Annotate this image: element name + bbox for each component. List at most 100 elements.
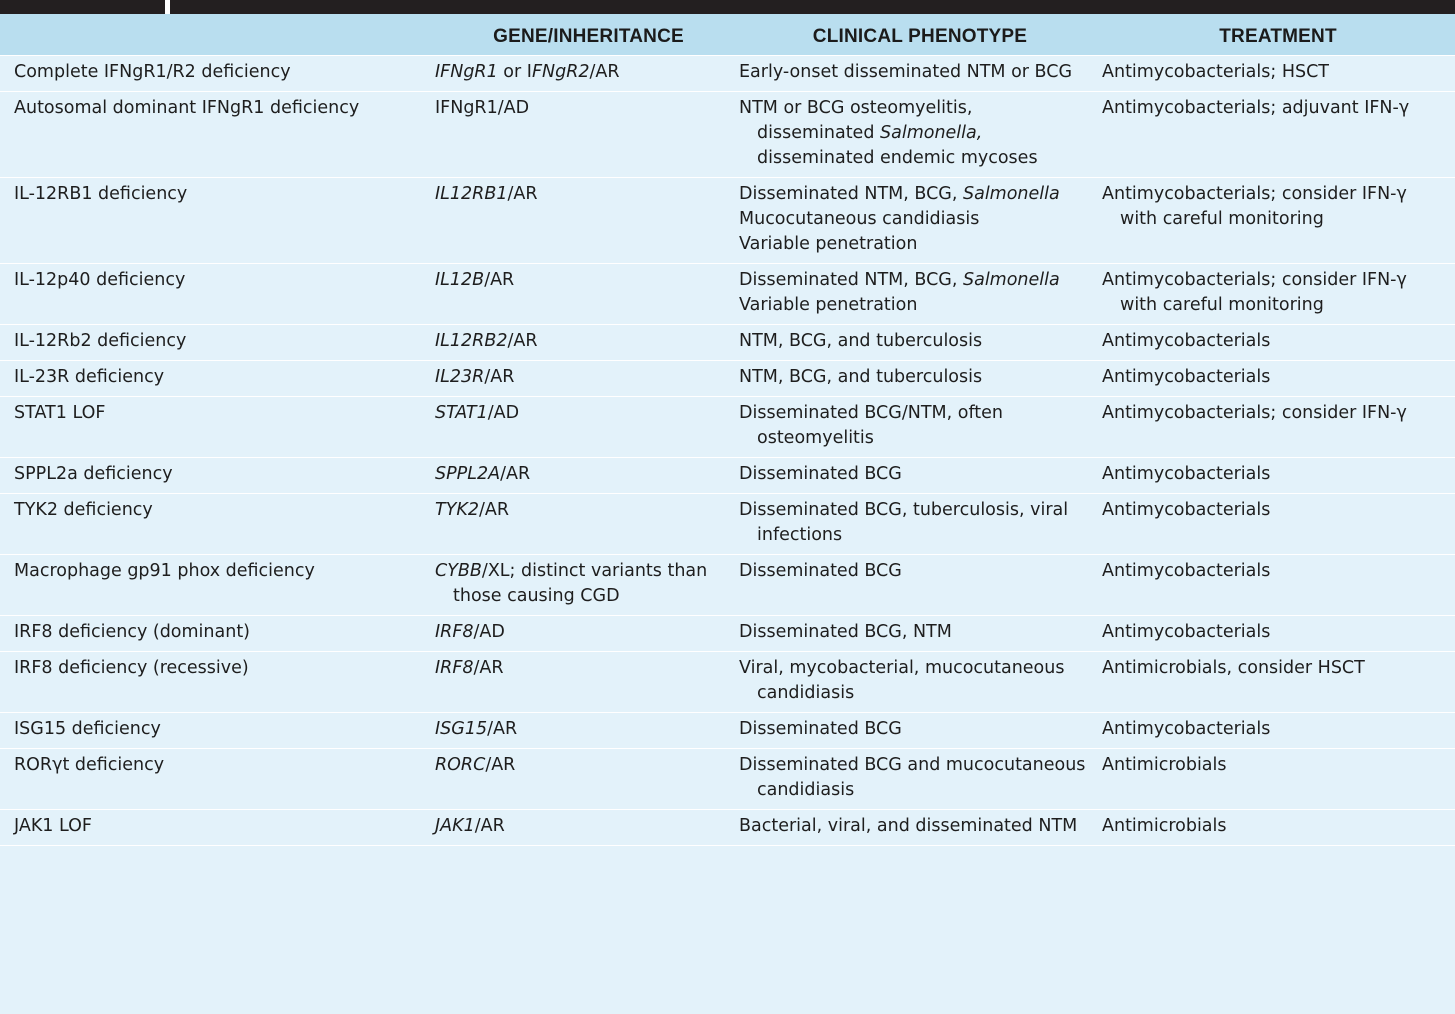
italic-text: Salmonella, — [880, 123, 983, 143]
phenotype-cell: NTM, BCG, and tuberculosis — [739, 360, 1101, 397]
condition-text: Autosomal dominant IFNgR1 deficiency — [14, 98, 360, 118]
phenotype-cell: Bacterial, viral, and disseminated NTM — [739, 809, 1101, 846]
italic-text: JAK1 — [435, 816, 475, 836]
table-row: Complete IFNgR1/R2 deficiency IFNgR1 or I… — [0, 55, 1455, 92]
gene-inheritance-cell: IFNgR1/AD — [427, 91, 739, 178]
table-row: TYK2 deficiency TYK2/AR Disseminated BCG, … — [0, 493, 1455, 555]
treatment-text: Antimycobacterials; HSCT — [1102, 62, 1329, 82]
phenotype-cell: Disseminated BCG — [739, 712, 1101, 749]
table-row: STAT1 LOF STAT1/AD Disseminated BCG/NTM, o… — [0, 396, 1455, 458]
gene-inheritance-text: RORC/AR — [435, 753, 729, 778]
text-run: /AR — [479, 500, 510, 520]
text-run: /AR — [484, 270, 515, 290]
gene-inheritance-cell: RORC/AR — [427, 748, 739, 810]
phenotype-line: NTM, BCG, and tuberculosis — [739, 331, 983, 351]
condition-cell: IL-12p40 deficiency — [0, 263, 427, 325]
treatment-cell: Antimycobacterials — [1101, 493, 1455, 555]
condition-cell: IRF8 deficiency (dominant) — [0, 615, 427, 652]
table-row: RORγt deficiency RORC/AR Disseminated BCG … — [0, 748, 1455, 810]
condition-cell: IL-12RB1 deficiency — [0, 177, 427, 264]
phenotype-cell: Disseminated BCG, tuberculosis, viral in… — [739, 493, 1101, 555]
treatment-text: Antimycobacterials — [1102, 500, 1271, 520]
top-rule-gap — [165, 0, 170, 14]
treatment-text: Antimycobacterials; consider IFN-γ with … — [1102, 184, 1407, 229]
gene-inheritance-cell: CYBB/XL; distinct variants than those ca… — [427, 554, 739, 616]
gene-inheritance-text: ISG15/AR — [435, 717, 729, 742]
condition-cell: IRF8 deficiency (recessive) — [0, 651, 427, 713]
gene-inheritance-cell: IRF8/AD — [427, 615, 739, 652]
condition-text: Complete IFNgR1/R2 deficiency — [14, 62, 291, 82]
header-condition — [0, 14, 427, 56]
header-gene-inheritance: GENE/INHERITANCE — [427, 14, 739, 56]
condition-cell: JAK1 LOF — [0, 809, 427, 846]
condition-cell: Autosomal dominant IFNgR1 deficiency — [0, 91, 427, 178]
table-row: JAK1 LOF JAK1/AR Bacterial, viral, and dis… — [0, 809, 1455, 846]
text-run: /AR — [473, 658, 504, 678]
treatment-cell: Antimycobacterials — [1101, 360, 1455, 397]
table-header: GENE/INHERITANCE CLINICAL PHENOTYPE TREA… — [0, 14, 1455, 56]
gene-inheritance-text: IRF8/AR — [435, 656, 729, 681]
phenotype-cell: Disseminated NTM, BCG, Salmonella Mucocut… — [739, 177, 1101, 264]
phenotype-line: Disseminated BCG, NTM — [739, 622, 952, 642]
phenotype-line: Viral, mycobacterial, mucocutaneous cand… — [739, 658, 1065, 703]
phenotype-line: Variable penetration — [739, 234, 918, 254]
header-clinical-phenotype: CLINICAL PHENOTYPE — [739, 14, 1101, 56]
phenotype-line: NTM, BCG, and tuberculosis — [739, 367, 983, 387]
text-run: /XL; distinct variants than those causin… — [453, 561, 708, 606]
gene-inheritance-text: TYK2/AR — [435, 498, 729, 523]
condition-text: RORγt deficiency — [14, 755, 165, 775]
treatment-text: Antimicrobials — [1102, 816, 1227, 836]
treatment-cell: Antimycobacterials; consider IFN-γ with … — [1101, 263, 1455, 325]
condition-text: JAK1 LOF — [14, 816, 92, 836]
italic-text: ISG15 — [435, 719, 488, 739]
gene-inheritance-cell: IRF8/AR — [427, 651, 739, 713]
text-run: NTM or BCG osteomyelitis, disseminated — [739, 98, 973, 143]
text-run: Disseminated NTM, BCG, — [739, 270, 963, 290]
italic-text: SPPL2A — [435, 464, 501, 484]
condition-text: IL-12p40 deficiency — [14, 270, 186, 290]
gene-inheritance-text: CYBB/XL; distinct variants than those ca… — [435, 559, 729, 609]
italic-text: IL12RB1 — [435, 184, 508, 204]
treatment-cell: Antimicrobials — [1101, 809, 1455, 846]
table-body: Complete IFNgR1/R2 deficiency IFNgR1 or I… — [0, 55, 1455, 846]
phenotype-cell: Disseminated NTM, BCG, Salmonella Variabl… — [739, 263, 1101, 325]
condition-cell: Complete IFNgR1/R2 deficiency — [0, 55, 427, 92]
condition-cell: Macrophage gp91 phox deficiency — [0, 554, 427, 616]
table-row: IL-12Rb2 deficiency IL12RB2/AR NTM, BCG, a… — [0, 324, 1455, 361]
condition-text: IRF8 deficiency (dominant) — [14, 622, 251, 642]
text-run: /AD — [487, 403, 520, 423]
gene-inheritance-text: SPPL2A/AR — [435, 462, 729, 487]
disorders-table: GENE/INHERITANCE CLINICAL PHENOTYPE TREA… — [0, 14, 1455, 846]
table-row: SPPL2a deficiency SPPL2A/AR Disseminated B… — [0, 457, 1455, 494]
text-run: /AR — [589, 62, 620, 82]
phenotype-line: Disseminated BCG — [739, 464, 902, 484]
table-row: IRF8 deficiency (recessive) IRF8/AR Viral,… — [0, 651, 1455, 713]
table-row: Autosomal dominant IFNgR1 deficiency IFNg… — [0, 91, 1455, 178]
treatment-text: Antimicrobials, consider HSCT — [1102, 658, 1365, 678]
text-run: disseminated endemic mycoses — [757, 148, 1038, 168]
text-run: /AR — [484, 367, 515, 387]
condition-cell: STAT1 LOF — [0, 396, 427, 458]
gene-inheritance-cell: IL12RB1/AR — [427, 177, 739, 264]
phenotype-cell: NTM or BCG osteomyelitis, disseminated S… — [739, 91, 1101, 178]
italic-text: IL12RB2 — [435, 331, 508, 351]
condition-text: IL-23R deficiency — [14, 367, 165, 387]
italic-text: IRF8 — [435, 622, 474, 642]
gene-inheritance-text: IFNgR1/AD — [435, 96, 729, 121]
condition-cell: RORγt deficiency — [0, 748, 427, 810]
gene-inheritance-cell: STAT1/AD — [427, 396, 739, 458]
phenotype-line: Disseminated BCG and mucocutaneous candi… — [739, 755, 1086, 800]
condition-cell: IL-12Rb2 deficiency — [0, 324, 427, 361]
text-run: /AR — [507, 184, 538, 204]
condition-cell: SPPL2a deficiency — [0, 457, 427, 494]
treatment-cell: Antimycobacterials; adjuvant IFN-γ — [1101, 91, 1455, 178]
gene-inheritance-text: IL12RB1/AR — [435, 182, 729, 207]
gene-inheritance-cell: ISG15/AR — [427, 712, 739, 749]
phenotype-cell: Disseminated BCG/NTM, often osteomyeliti… — [739, 396, 1101, 458]
treatment-text: Antimycobacterials — [1102, 464, 1271, 484]
italic-text: IFNgR1 — [435, 62, 498, 82]
phenotype-line: NTM or BCG osteomyelitis, disseminated S… — [739, 96, 1093, 171]
phenotype-line: Disseminated BCG, tuberculosis, viral in… — [739, 500, 1069, 545]
gene-inheritance-text: IFNgR1 or IFNgR2/AR — [435, 60, 729, 85]
phenotype-line: Disseminated BCG/NTM, often osteomyeliti… — [739, 403, 1004, 448]
